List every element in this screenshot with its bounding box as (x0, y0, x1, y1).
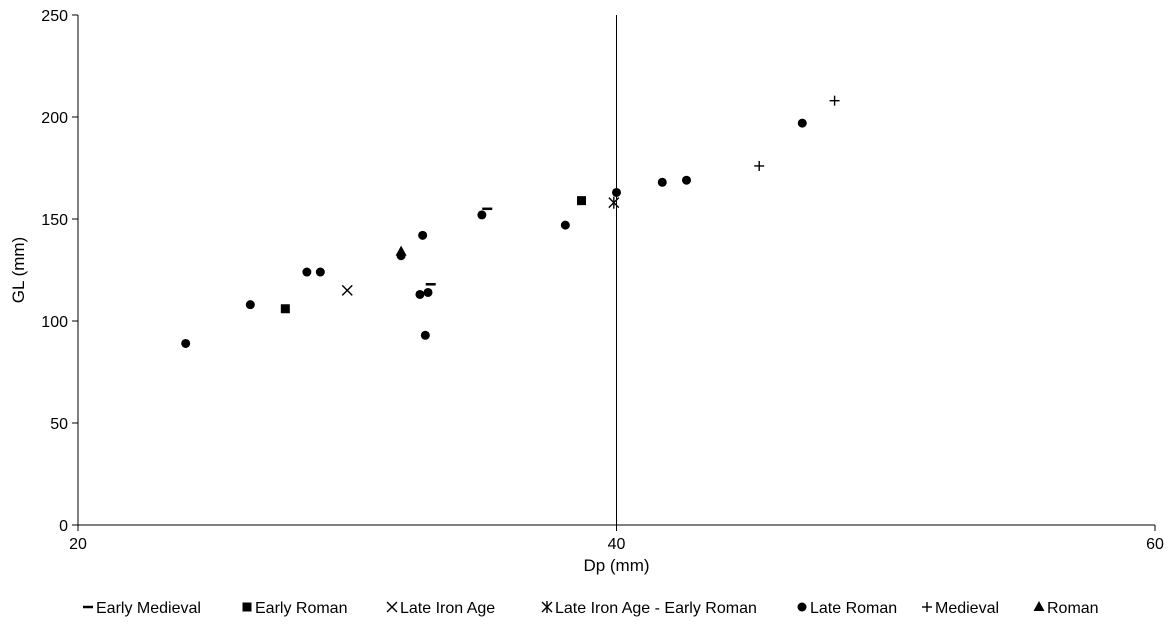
circle-marker (797, 118, 807, 128)
data-point (657, 177, 667, 187)
legend-label: Early Roman (255, 600, 347, 617)
legend-label: Late Iron Age (400, 600, 495, 617)
legend-label: Late Roman (810, 600, 897, 617)
series-early-medieval (425, 207, 493, 286)
legend-label: Early Medieval (96, 600, 201, 617)
data-point (418, 230, 428, 240)
square-marker (280, 304, 290, 314)
triangle-marker (395, 245, 407, 256)
circle-marker (420, 330, 430, 340)
legend-item: Roman (1033, 600, 1099, 617)
data-point (560, 220, 570, 230)
legend: Early Medieval Early Roman Late Iron Age La… (83, 600, 1099, 617)
triangle-marker (1033, 601, 1045, 611)
data-point (608, 196, 620, 209)
y-tick-label: 150 (41, 212, 68, 229)
legend-item: Late Iron Age (386, 600, 495, 617)
circle-marker (418, 230, 428, 240)
data-point (181, 338, 191, 348)
series-medieval (754, 95, 840, 171)
x-marker-stroke (386, 601, 398, 613)
series-roman (395, 245, 407, 256)
legend-label: Medieval (935, 600, 999, 617)
circle-marker (682, 175, 692, 185)
series-late-roman (181, 118, 807, 348)
legend-marker (1033, 601, 1045, 611)
square-marker (576, 196, 586, 206)
y-tick-label: 100 (41, 314, 68, 331)
legend-marker (242, 602, 252, 612)
x-marker-stroke (341, 284, 353, 296)
data-point (829, 95, 840, 106)
data-point (754, 160, 765, 171)
circle-marker (797, 602, 807, 612)
data-point (420, 330, 430, 340)
x-tick-label: 40 (608, 536, 626, 553)
data-point (302, 267, 312, 277)
circle-marker (315, 267, 325, 277)
y-axis-title: GL (mm) (9, 237, 28, 303)
legend-item: Early Medieval (83, 600, 201, 617)
data-point (341, 284, 353, 296)
legend-label: Roman (1047, 600, 1099, 617)
circle-marker (302, 267, 312, 277)
legend-item: Medieval (922, 600, 999, 617)
circle-marker (560, 220, 570, 230)
data-point (395, 245, 407, 256)
x-tick-label: 20 (69, 536, 87, 553)
data-point (682, 175, 692, 185)
data-point (415, 289, 425, 299)
legend-marker (797, 602, 807, 612)
y-tick-label: 50 (50, 416, 68, 433)
data-point (423, 287, 433, 297)
x-axis-title: Dp (mm) (583, 556, 649, 575)
legend-item: Late Iron Age - Early Roman (541, 600, 757, 617)
legend-item: Late Roman (797, 600, 897, 617)
data-point (576, 196, 586, 206)
circle-marker (423, 287, 433, 297)
square-marker (242, 602, 252, 612)
y-tick-label: 200 (41, 110, 68, 127)
circle-marker (657, 177, 667, 187)
data-point (477, 210, 487, 220)
data-point (245, 300, 255, 310)
data-point (315, 267, 325, 277)
circle-marker (245, 300, 255, 310)
series-late-iron-age-early-roman (608, 196, 620, 209)
legend-marker (386, 601, 398, 613)
circle-marker (415, 289, 425, 299)
plot-area (181, 95, 840, 348)
legend-label: Late Iron Age - Early Roman (555, 600, 757, 617)
y-tick-label: 250 (41, 8, 68, 25)
x-tick-label: 60 (1146, 536, 1164, 553)
y-tick-label: 0 (59, 518, 68, 535)
legend-marker (541, 601, 553, 613)
circle-marker (477, 210, 487, 220)
data-point (280, 304, 290, 314)
axes: 0 50 100 150 200 250 20 40 60 (41, 8, 1164, 553)
legend-marker (922, 602, 932, 612)
data-point (797, 118, 807, 128)
legend-item: Early Roman (242, 600, 347, 617)
series-early-roman (280, 196, 586, 314)
circle-marker (181, 338, 191, 348)
series-late-iron-age (341, 284, 353, 296)
